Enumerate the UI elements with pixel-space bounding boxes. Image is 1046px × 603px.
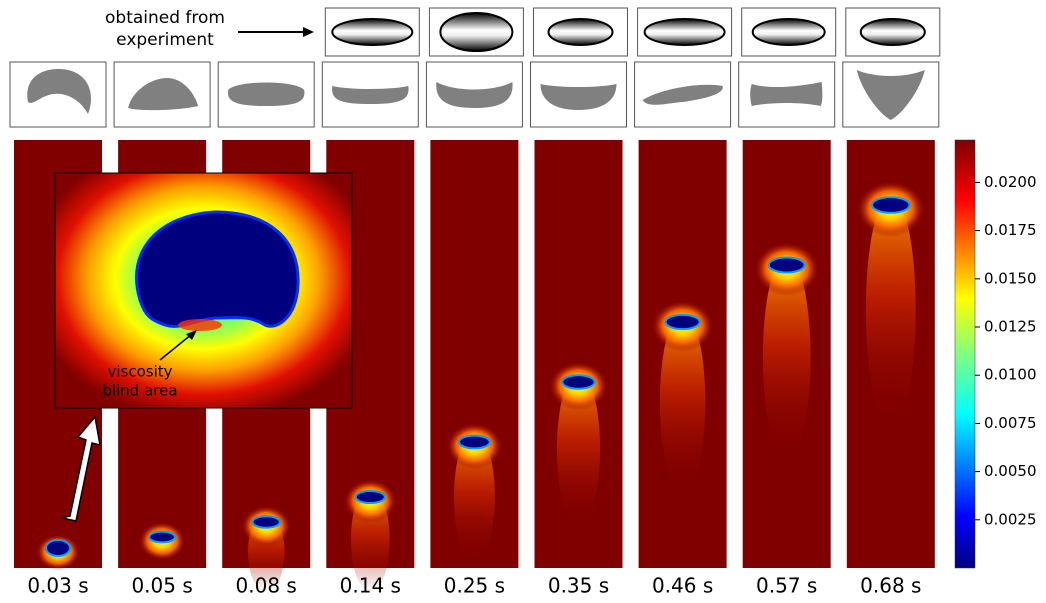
inset-pointer (159, 333, 193, 361)
colorbar (954, 139, 976, 569)
experiment-drop (643, 18, 726, 46)
shape (27, 69, 92, 114)
shape (540, 84, 617, 110)
bubble (458, 434, 491, 450)
experiment-drop (547, 18, 614, 46)
time-label: 0.57 s (756, 574, 817, 598)
shape (332, 86, 409, 104)
time-label: 0.68 s (860, 574, 921, 598)
bubble (767, 256, 806, 274)
bubble (871, 196, 911, 214)
shape (642, 84, 723, 105)
pointer-head (303, 27, 314, 37)
experiment-label: experiment (116, 30, 214, 50)
inset: viscosity blind area (54, 172, 353, 409)
zoom-arrow (61, 415, 101, 522)
colorbar-tick-label: 0.0025 (984, 510, 1037, 528)
time-label: 0.03 s (27, 574, 88, 598)
experiment-drop (751, 18, 826, 46)
colorbar-tick-label: 0.0100 (984, 366, 1037, 384)
colorbar-ticks: 0.0025 0.0050 0.0075 0.0100 0.0125 0.0150 0.01… (975, 173, 1037, 528)
shape (128, 78, 199, 111)
colorbar-tick-label: 0.0200 (984, 173, 1037, 191)
wake (659, 312, 706, 492)
bubble (251, 515, 281, 529)
bubble (561, 374, 596, 390)
time-label: 0.35 s (548, 574, 609, 598)
bubble (45, 539, 71, 557)
time-label: 0.05 s (131, 574, 192, 598)
wake (762, 255, 811, 460)
shape (856, 70, 925, 120)
colorbar-tick-label: 0.0150 (984, 269, 1037, 287)
inset-label: blind area (102, 382, 177, 400)
shape (227, 82, 305, 106)
experiment-drop (439, 12, 514, 52)
inset-label: viscosity (107, 363, 172, 381)
experiment-label: obtained from (105, 8, 225, 28)
inset-bubble (135, 210, 300, 328)
bubble (148, 530, 176, 544)
bubble (664, 313, 701, 331)
blind-area (178, 319, 222, 331)
bubble (354, 489, 386, 505)
colorbar-tick-label: 0.0075 (984, 414, 1037, 432)
shape (750, 82, 823, 106)
colorbar-tick-label: 0.0175 (984, 221, 1037, 239)
wake (556, 372, 601, 527)
inset-pointer-head (186, 330, 197, 340)
time-label: 0.14 s (340, 574, 401, 598)
time-label: 0.08 s (236, 574, 297, 598)
wake (865, 195, 916, 425)
experiment-drop (331, 18, 414, 46)
experiment-drop (859, 18, 926, 46)
time-label: 0.46 s (652, 574, 713, 598)
shape (436, 82, 513, 108)
colorbar-tick-label: 0.0050 (984, 462, 1037, 480)
time-label: 0.25 s (444, 574, 505, 598)
colorbar-tick-label: 0.0125 (984, 318, 1037, 336)
